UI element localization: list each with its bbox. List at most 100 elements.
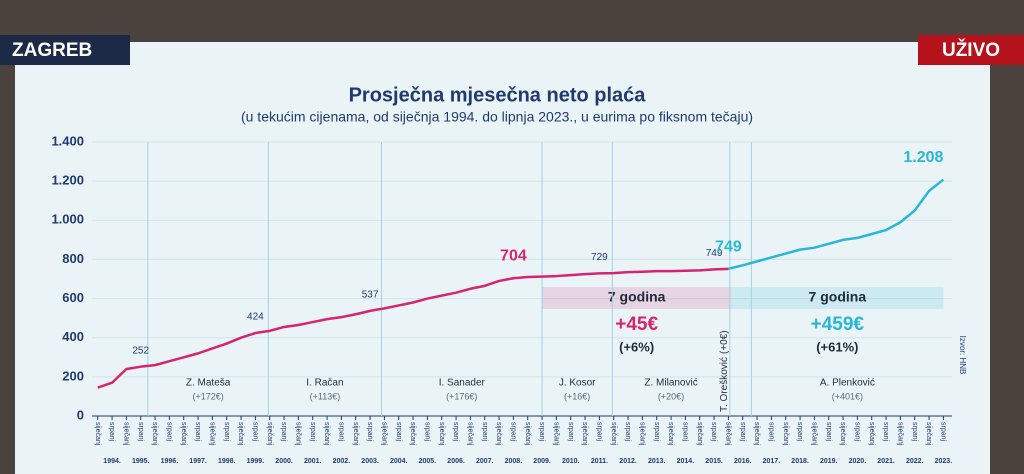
year-label: 2012.: [619, 458, 637, 465]
series-line: [97, 267, 729, 389]
live: UŽIVO: [942, 39, 1000, 61]
year-label: 2004.: [390, 458, 408, 465]
x-tick-label: siječanj: [323, 422, 330, 446]
point-label: 729: [591, 252, 608, 263]
x-tick-label: siječanj: [123, 422, 130, 446]
x-tick-label: siječanj: [151, 422, 158, 446]
x-tick-label: srpanj: [395, 422, 402, 442]
year-label: 2006.: [447, 458, 465, 465]
year-label: 2000.: [275, 458, 293, 465]
x-tick-label: srpanj: [166, 422, 173, 442]
x-tick-label: srpanj: [796, 422, 803, 442]
x-tick-label: srpanj: [567, 422, 574, 442]
year-label: 1994.: [103, 458, 121, 465]
x-tick-label: siječanj: [266, 422, 273, 446]
year-label: 2007.: [476, 458, 494, 465]
year-label: 2019.: [820, 458, 838, 465]
series-line: [728, 178, 945, 271]
year-label: 2023.: [935, 458, 953, 465]
x-tick-label: siječanj: [94, 422, 101, 446]
year-label: 2014.: [677, 458, 695, 465]
period-name: A. Plenković: [820, 378, 875, 389]
x-tick-label: srpanj: [252, 422, 259, 442]
y-tick-label: 0: [77, 407, 84, 422]
summary-percent: (+61%): [816, 339, 858, 354]
period-change: (+20€): [658, 391, 684, 401]
x-tick-label: srpanj: [854, 422, 861, 442]
x-tick-label: srpanj: [710, 422, 717, 442]
chart-subtitle: (u tekućim cijenama, od siječnja 1994. d…: [241, 109, 753, 125]
point-label: 424: [247, 312, 264, 323]
period-change: (+172€): [192, 391, 223, 401]
year-label: 1996.: [161, 458, 179, 465]
x-tick-label: srpanj: [194, 422, 201, 442]
x-tick-label: srpanj: [911, 422, 918, 442]
year-label: 2017.: [763, 458, 781, 465]
summary-band: [731, 287, 944, 309]
x-tick-label: siječanj: [811, 422, 818, 446]
x-tick-label: siječanj: [782, 422, 789, 446]
x-tick-label: srpanj: [280, 422, 287, 442]
year-label: 2020.: [849, 458, 867, 465]
x-tick-label: siječanj: [839, 422, 846, 446]
period-change: (+113€): [310, 391, 341, 401]
live-box: [918, 35, 1024, 65]
year-label: 2010.: [562, 458, 580, 465]
x-tick-label: siječanj: [610, 422, 617, 446]
year-label: 2022.: [906, 458, 924, 465]
x-tick-label: srpanj: [653, 422, 660, 442]
source: Izvor: HNB: [958, 336, 967, 375]
period-change: (+0€): [718, 330, 729, 354]
summary-label: 7 godina: [608, 289, 666, 305]
x-tick-label: srpanj: [624, 422, 631, 442]
x-tick-label: srpanj: [940, 422, 947, 442]
summary-change: +459€: [811, 314, 865, 335]
year-label: 2015.: [705, 458, 723, 465]
location-box: [0, 35, 130, 65]
summary-band: [542, 287, 732, 309]
x-tick-label: siječanj: [553, 422, 560, 446]
period-change: (+176€): [446, 391, 477, 401]
x-tick-label: srpanj: [309, 422, 316, 442]
x-tick-label: srpanj: [510, 422, 517, 442]
x-tick-label: srpanj: [366, 422, 373, 442]
year-label: 2003.: [361, 458, 379, 465]
summary-percent: (+6%): [619, 339, 654, 354]
year-label: 2002.: [333, 458, 351, 465]
x-tick-label: srpanj: [825, 422, 832, 442]
year-label: 2005.: [419, 458, 437, 465]
year-label: 1997.: [189, 458, 207, 465]
x-tick-label: srpanj: [538, 422, 545, 442]
x-tick-label: siječanj: [667, 422, 674, 446]
point-label: 252: [132, 345, 149, 356]
x-tick-label: siječanj: [295, 422, 302, 446]
summary-change: +45€: [615, 314, 658, 335]
y-tick-label: 200: [62, 368, 84, 383]
x-tick-label: siječanj: [352, 422, 359, 446]
x-tick-label: siječanj: [581, 422, 588, 446]
year-label: 2011.: [591, 458, 608, 465]
x-tick-label: siječanj: [237, 422, 244, 446]
period-label: T. Orešković (+0€): [718, 330, 729, 412]
summary-label: 7 godina: [809, 289, 867, 305]
y-tick-label: 600: [62, 290, 84, 305]
year-label: 2016.: [734, 458, 752, 465]
x-tick-label: siječanj: [753, 422, 760, 446]
point-label: 1.208: [903, 149, 943, 166]
point-label: 749: [715, 239, 742, 256]
x-tick-label: srpanj: [882, 422, 889, 442]
period-change: (+401€): [832, 391, 863, 401]
x-tick-label: siječanj: [409, 422, 416, 446]
x-tick-label: siječanj: [868, 422, 875, 446]
year-label: 2021.: [877, 458, 895, 465]
y-tick-label: 1.000: [51, 212, 84, 227]
x-tick-label: siječanj: [696, 422, 703, 446]
x-tick-label: srpanj: [452, 422, 459, 442]
x-tick-label: siječanj: [495, 422, 502, 446]
year-label: 2009.: [533, 458, 551, 465]
y-tick-label: 1.200: [51, 173, 84, 188]
x-tick-label: srpanj: [338, 422, 345, 442]
x-tick-label: srpanj: [108, 422, 115, 442]
